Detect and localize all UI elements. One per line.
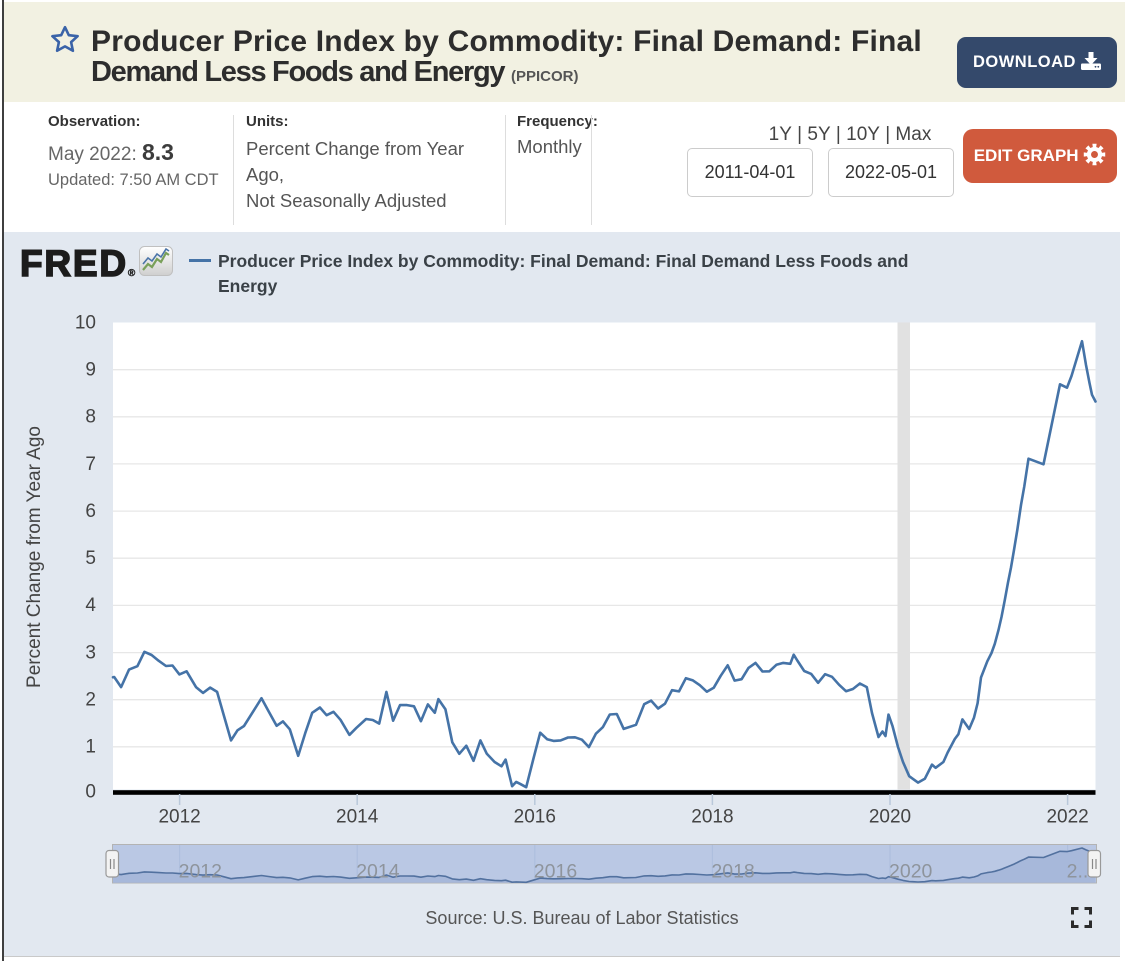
svg-text:2012: 2012 (178, 861, 221, 883)
svg-text:2018: 2018 (691, 807, 733, 828)
svg-text:8: 8 (85, 407, 96, 428)
svg-text:3: 3 (85, 642, 96, 663)
svg-text:2014: 2014 (356, 861, 400, 883)
svg-text:2016: 2016 (513, 807, 555, 828)
svg-text:2: 2 (85, 690, 96, 711)
svg-text:6: 6 (85, 501, 96, 522)
svg-text:1: 1 (85, 737, 96, 758)
svg-text:Source: U.S. Bureau of Labor S: Source: U.S. Bureau of Labor Statistics (425, 908, 738, 928)
svg-text:0: 0 (85, 782, 96, 803)
svg-text:9: 9 (85, 360, 96, 381)
svg-text:2018: 2018 (711, 861, 754, 883)
svg-text:2016: 2016 (533, 861, 576, 883)
svg-text:2022: 2022 (1046, 807, 1088, 828)
svg-text:7: 7 (85, 454, 96, 475)
svg-text:Percent Change from Year Ago: Percent Change from Year Ago (24, 426, 45, 688)
svg-text:4: 4 (85, 595, 96, 616)
svg-text:2012: 2012 (158, 807, 200, 828)
svg-text:2..: 2.. (1066, 861, 1088, 883)
svg-text:2014: 2014 (336, 807, 379, 828)
svg-text:2020: 2020 (889, 861, 933, 883)
svg-text:5: 5 (85, 548, 96, 569)
svg-text:10: 10 (74, 312, 95, 333)
svg-text:2020: 2020 (868, 807, 910, 828)
